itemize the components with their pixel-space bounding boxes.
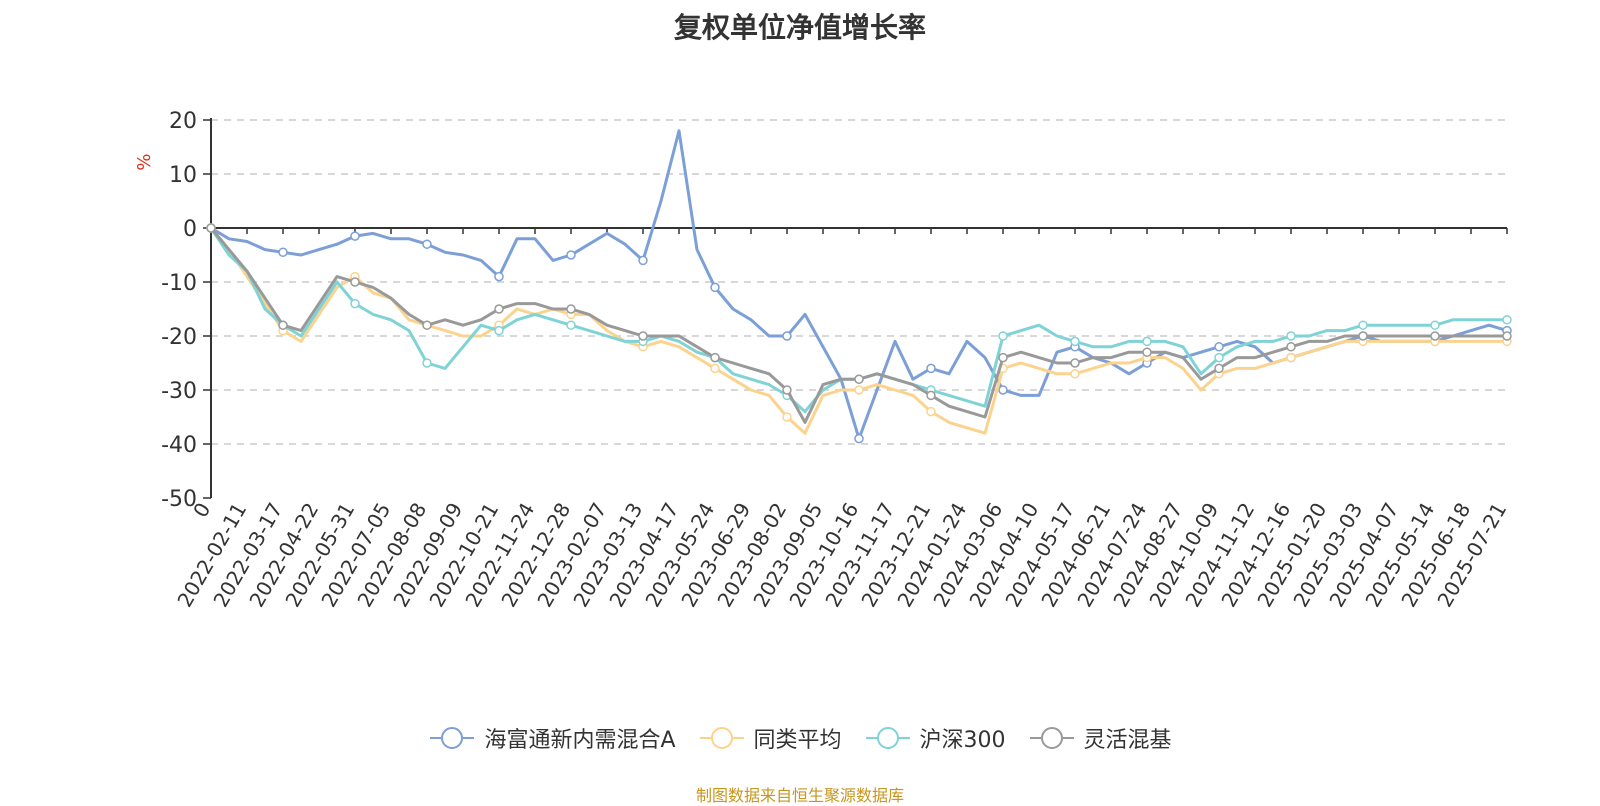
data-point bbox=[494, 304, 504, 314]
axes bbox=[210, 118, 1507, 498]
legend-item[interactable]: 海富通新内需混合A bbox=[428, 722, 676, 754]
y-tick-label: 10 bbox=[169, 163, 197, 188]
data-point bbox=[998, 331, 1008, 341]
y-tick-label: 20 bbox=[169, 109, 197, 134]
data-point bbox=[1430, 331, 1440, 341]
legend-label: 灵活混基 bbox=[1083, 728, 1172, 753]
series-group bbox=[206, 129, 1512, 444]
data-point bbox=[422, 358, 432, 368]
data-point bbox=[350, 298, 360, 309]
data-point bbox=[998, 385, 1008, 395]
data-point bbox=[350, 277, 360, 287]
data-point bbox=[638, 331, 648, 341]
data-point bbox=[566, 304, 576, 314]
data-point bbox=[1286, 342, 1296, 352]
y-tick-label: -50 bbox=[161, 487, 197, 512]
data-point bbox=[566, 250, 576, 260]
legend-swatch-icon bbox=[699, 727, 744, 749]
legend-label: 沪深300 bbox=[919, 728, 1006, 753]
data-point bbox=[1286, 331, 1296, 341]
data-point bbox=[782, 331, 792, 341]
data-point bbox=[278, 320, 288, 330]
data-point bbox=[1358, 320, 1368, 330]
legend-item[interactable]: 同类平均 bbox=[698, 722, 842, 754]
data-point bbox=[782, 412, 792, 422]
data-point bbox=[422, 239, 432, 249]
data-point bbox=[350, 231, 360, 241]
x-tick-label: 0 bbox=[188, 499, 215, 522]
legend-item[interactable]: 灵活混基 bbox=[1028, 722, 1172, 754]
data-point bbox=[278, 247, 288, 258]
series-group bbox=[206, 223, 1512, 424]
legend-swatch-icon bbox=[865, 727, 910, 749]
series-lines bbox=[206, 129, 1512, 444]
data-point bbox=[998, 352, 1008, 363]
source-note: 制图数据来自恒生聚源数据库 bbox=[695, 786, 904, 805]
y-tick-label: 0 bbox=[183, 217, 197, 242]
legend-item[interactable]: 沪深300 bbox=[864, 722, 1006, 754]
data-point bbox=[1142, 347, 1152, 357]
data-point bbox=[566, 320, 576, 330]
data-point bbox=[926, 406, 936, 417]
chart-title: 复权单位净值增长率 bbox=[673, 11, 926, 44]
data-point bbox=[1070, 336, 1080, 347]
data-point bbox=[638, 255, 648, 266]
data-point bbox=[1070, 369, 1080, 379]
y-tick-label: -30 bbox=[161, 379, 197, 404]
data-point bbox=[494, 271, 504, 282]
legend-swatch-icon bbox=[430, 727, 475, 749]
data-point bbox=[1214, 342, 1224, 352]
y-tick-label: -10 bbox=[161, 271, 197, 296]
legend-label: 海富通新内需混合A bbox=[484, 728, 676, 753]
data-point bbox=[206, 223, 216, 233]
data-point bbox=[1142, 336, 1152, 347]
series-group bbox=[206, 223, 1512, 435]
data-point bbox=[1214, 363, 1224, 374]
data-point bbox=[1214, 352, 1224, 363]
y-axis-label: % bbox=[134, 153, 155, 170]
data-point bbox=[854, 385, 864, 395]
y-tick-label: -20 bbox=[161, 325, 197, 350]
data-point bbox=[710, 282, 720, 293]
y-axis-ticks: 20 10 0 -10 -20 -30 -40 -50 bbox=[161, 109, 211, 512]
data-point bbox=[1502, 331, 1512, 341]
data-point bbox=[710, 352, 720, 363]
data-point bbox=[926, 390, 936, 401]
data-point bbox=[422, 320, 432, 330]
y-tick-label: -40 bbox=[161, 433, 197, 458]
x-axis-ticks: 02022-02-112022-03-172022-04-222022-05-3… bbox=[172, 228, 1511, 611]
data-point bbox=[854, 433, 864, 444]
data-point bbox=[926, 363, 936, 374]
legend-swatch-icon bbox=[1029, 727, 1074, 749]
data-point bbox=[710, 363, 720, 374]
data-point bbox=[1502, 315, 1512, 325]
grid-lines bbox=[211, 119, 1507, 445]
series-line bbox=[209, 227, 1507, 414]
data-point bbox=[1430, 320, 1440, 330]
data-point bbox=[854, 374, 864, 384]
data-point bbox=[1286, 352, 1296, 363]
legend: 海富通新内需混合A 同类平均 沪深300 灵活混基 bbox=[0, 722, 1600, 754]
data-point bbox=[782, 385, 792, 395]
series-line bbox=[209, 227, 1507, 435]
legend-label: 同类平均 bbox=[753, 728, 842, 753]
data-point bbox=[1070, 358, 1080, 368]
data-point bbox=[1358, 331, 1368, 341]
data-point bbox=[494, 325, 504, 336]
